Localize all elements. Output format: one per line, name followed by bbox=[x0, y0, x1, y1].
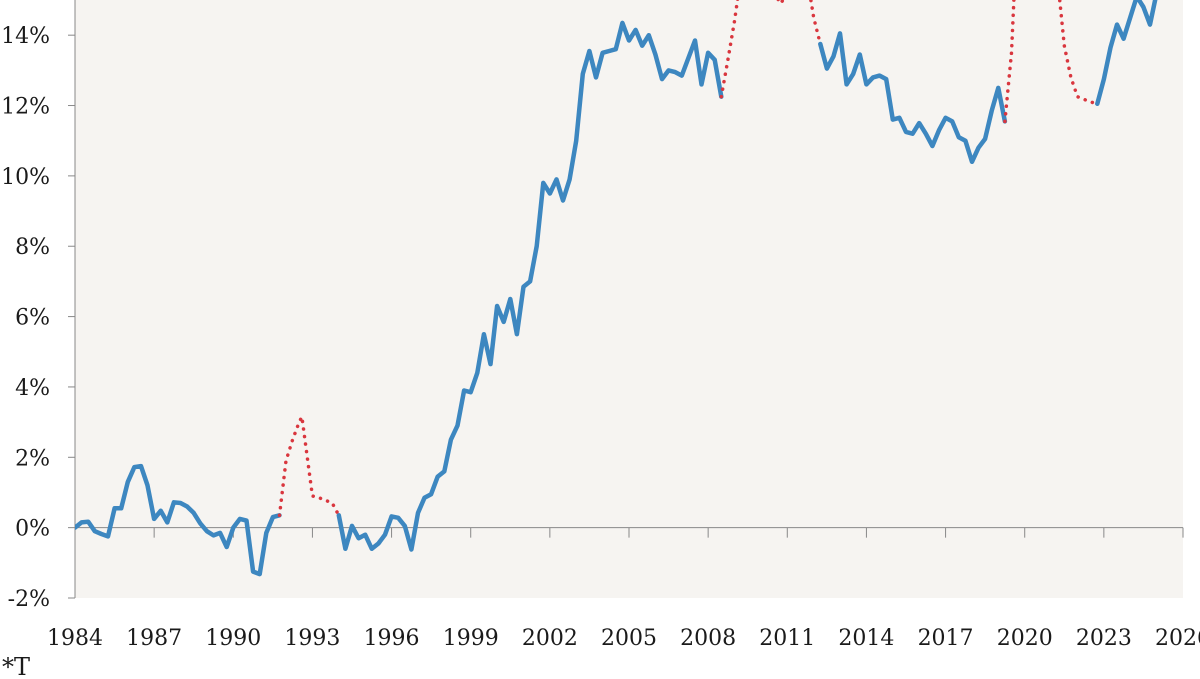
interpolated-line-segment bbox=[809, 0, 823, 46]
y-tick-label: 4% bbox=[15, 376, 50, 401]
x-tick-label: 1996 bbox=[364, 626, 420, 651]
x-tick-label: 2026 bbox=[1155, 626, 1200, 651]
x-tick-label: 2020 bbox=[997, 626, 1053, 651]
x-tick-label: 2014 bbox=[838, 626, 894, 651]
axes: -2% 0% 2% 4% 6% 8% 10% 12% 14% 1984 1987 1990 1993 19… bbox=[1, 0, 1200, 651]
x-tick-label: 2008 bbox=[680, 626, 736, 651]
y-tick-label: 8% bbox=[15, 235, 50, 260]
x-tick-label: 1999 bbox=[443, 626, 499, 651]
x-tick-label: 2017 bbox=[918, 626, 974, 651]
y-tick-label: 6% bbox=[15, 306, 50, 331]
footnote: *T bbox=[2, 653, 30, 675]
x-tick-label: 2002 bbox=[522, 626, 578, 651]
data-line-segment bbox=[336, 20, 724, 552]
interpolated-line-segment bbox=[719, 0, 740, 99]
plot-background bbox=[75, 0, 1183, 598]
x-tick-label: 2005 bbox=[601, 626, 657, 651]
x-tick-label: 2023 bbox=[1076, 626, 1132, 651]
interpolated-line-segment bbox=[277, 415, 341, 518]
x-tick-label: 1990 bbox=[205, 626, 261, 651]
solid-series bbox=[75, 0, 1158, 577]
series-layer bbox=[75, 0, 1158, 577]
y-tick-label: 10% bbox=[1, 165, 50, 190]
x-tick-label: 1987 bbox=[126, 626, 182, 651]
x-tick-label: 1993 bbox=[284, 626, 340, 651]
data-line-segment bbox=[1095, 0, 1158, 107]
interpolated-line-segment bbox=[1057, 0, 1100, 106]
y-tick-label: 0% bbox=[15, 517, 50, 542]
x-tick-label: 1984 bbox=[47, 626, 103, 651]
x-tick-label: 2011 bbox=[759, 626, 815, 651]
y-tick-label: 14% bbox=[1, 24, 50, 49]
interpolated-line-segment bbox=[1003, 0, 1016, 124]
y-tick-label: 12% bbox=[1, 95, 50, 120]
y-tick-label: -2% bbox=[8, 587, 50, 612]
dotted-series bbox=[277, 0, 1100, 518]
data-line-segment bbox=[818, 31, 1008, 165]
y-tick-label: 2% bbox=[15, 446, 50, 471]
data-line-segment bbox=[75, 463, 282, 577]
